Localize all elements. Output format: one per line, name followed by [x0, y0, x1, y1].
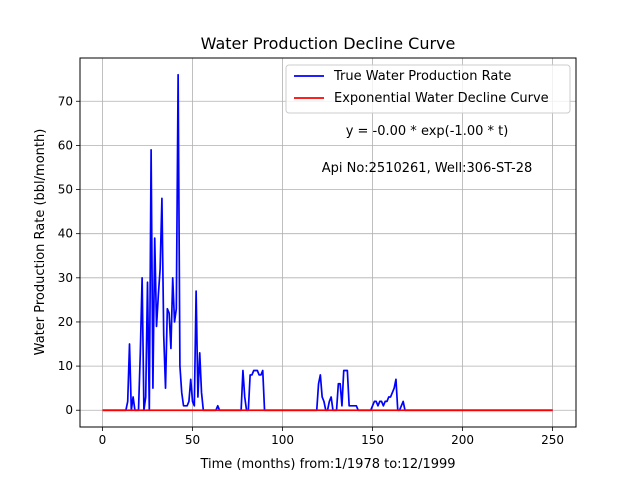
y-tick-label: 60 [58, 138, 73, 152]
x-tick-label: 250 [541, 433, 564, 447]
axis-ticks: 0 50 100 150 200 250 0 10 20 30 40 50 60 70 [58, 94, 564, 447]
x-tick-label: 50 [185, 433, 200, 447]
x-tick-label: 150 [361, 433, 384, 447]
x-tick-label: 200 [451, 433, 474, 447]
y-tick-label: 0 [65, 403, 73, 417]
x-axis-label: Time (months) from:1/1978 to:12/1999 [199, 457, 455, 472]
x-tick-label: 0 [99, 433, 107, 447]
series-layer [102, 73, 553, 412]
legend-label-true-rate: True Water Production Rate [333, 69, 511, 84]
legend-label-decline-curve: Exponential Water Decline Curve [334, 91, 549, 106]
legend: True Water Production Rate Exponential W… [285, 64, 571, 114]
x-tick-label: 100 [271, 433, 294, 447]
y-tick-label: 50 [58, 183, 73, 197]
chart-title: Water Production Decline Curve [201, 34, 456, 53]
y-tick-label: 30 [58, 271, 73, 285]
y-tick-label: 70 [58, 94, 73, 108]
annotation-equation: y = -0.00 * exp(-1.00 * t) [346, 124, 509, 139]
y-axis-label: Water Production Rate (bbl/month) [33, 129, 48, 356]
y-tick-label: 20 [58, 315, 73, 329]
plot-area-frame [79, 57, 577, 428]
annotation-well-info: Api No:2510261, Well:306-ST-28 [322, 161, 533, 176]
y-tick-label: 40 [58, 227, 73, 241]
y-tick-label: 10 [58, 359, 73, 373]
legend-box [285, 64, 571, 114]
